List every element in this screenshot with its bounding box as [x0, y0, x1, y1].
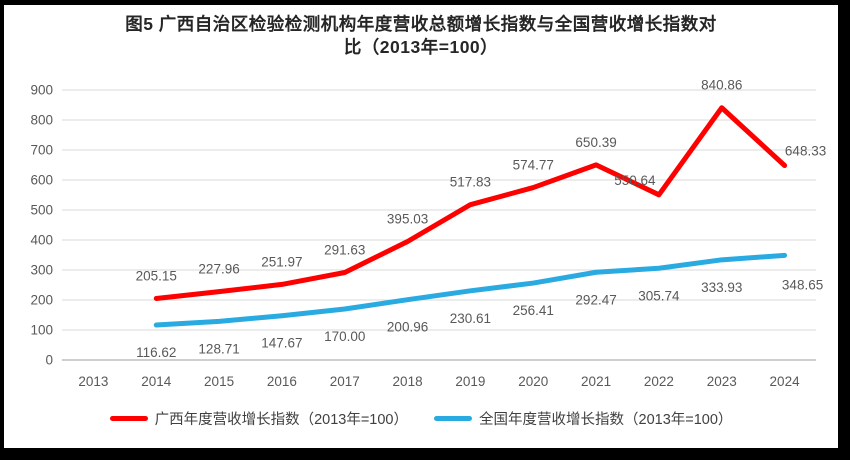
x-axis-label: 2019: [455, 374, 485, 389]
x-axis-label: 2020: [518, 374, 548, 389]
data-label: 292.47: [575, 292, 616, 307]
data-label: 291.63: [324, 243, 365, 258]
legend-line-swatch-national: [434, 415, 472, 421]
data-label: 517.83: [450, 175, 491, 190]
data-label: 227.96: [198, 262, 239, 277]
data-label: 128.71: [198, 341, 239, 356]
chart-title: 图5 广西自治区检验检测机构年度营收总额增长指数与全国营收增长指数对 比（201…: [4, 13, 838, 59]
data-label: 333.93: [701, 280, 742, 295]
data-label: 200.96: [387, 320, 428, 335]
x-axis-label: 2018: [393, 374, 423, 389]
x-axis-label: 2022: [644, 374, 674, 389]
y-axis-label: 600: [30, 173, 53, 188]
data-label: 648.33: [785, 144, 826, 159]
data-label: 650.39: [575, 135, 616, 150]
legend-line-swatch-guangxi: [109, 415, 148, 421]
data-label: 550.64: [614, 173, 656, 188]
data-label: 348.65: [782, 277, 823, 292]
x-axis-label: 2015: [204, 374, 234, 389]
y-axis-label: 700: [30, 143, 53, 158]
y-axis-label: 200: [30, 293, 53, 308]
x-axis-label: 2014: [141, 374, 172, 389]
data-label: 116.62: [136, 345, 176, 360]
y-axis-label: 500: [30, 203, 53, 218]
x-axis-label: 2024: [770, 374, 801, 389]
x-axis-label: 2021: [581, 374, 611, 389]
data-label: 305.74: [638, 288, 680, 303]
y-axis-label: 0: [45, 353, 53, 368]
y-axis-label: 800: [30, 113, 53, 128]
chart-title-line2: 比（2013年=100）: [343, 37, 499, 57]
chart-title-line1: 图5 广西自治区检验检测机构年度营收总额增长指数与全国营收增长指数对: [125, 14, 717, 34]
data-label: 395.03: [387, 211, 428, 226]
data-label: 170.00: [324, 329, 365, 344]
data-label: 230.61: [450, 311, 491, 326]
legend-label-national: 全国年度营收增长指数（2013年=100）: [479, 411, 733, 428]
y-axis-label: 900: [30, 83, 53, 98]
series-line-national: [153, 252, 788, 328]
line-chart: 0 100 200 300 400 500 600 700 800 900 2013 2014 2015…: [30, 78, 826, 389]
x-axis-label: 2013: [78, 374, 108, 389]
data-label: 251.97: [261, 254, 302, 269]
legend-item-guangxi: 广西年度营收增长指数（2013年=100）: [109, 408, 408, 429]
data-label: 574.77: [513, 158, 554, 173]
x-axis-label: 2016: [267, 374, 297, 389]
legend-label-guangxi: 广西年度营收增长指数（2013年=100）: [154, 411, 408, 428]
data-label: 205.15: [136, 268, 177, 283]
y-axis-label: 400: [30, 233, 53, 248]
data-label: 147.67: [261, 336, 302, 351]
chart-legend: 广西年度营收增长指数（2013年=100） 全国年度营收增长指数（2013年=1…: [4, 405, 838, 431]
y-axis-label: 100: [30, 323, 53, 338]
x-axis-label: 2023: [707, 374, 737, 389]
legend-item-national: 全国年度营收增长指数（2013年=100）: [434, 408, 732, 429]
data-label: 256.41: [513, 303, 554, 318]
series-line-guangxi: [153, 105, 788, 301]
data-label: 840.86: [701, 78, 742, 93]
y-axis-label: 300: [30, 263, 53, 278]
x-axis-label: 2017: [330, 374, 360, 389]
